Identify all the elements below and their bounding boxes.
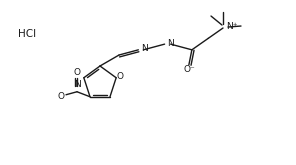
Text: N: N xyxy=(141,44,148,53)
Text: N: N xyxy=(168,39,174,48)
Text: O: O xyxy=(73,68,81,77)
Text: HCl: HCl xyxy=(18,29,36,39)
Text: N⁺: N⁺ xyxy=(226,21,237,31)
Text: O: O xyxy=(57,92,65,101)
Text: O: O xyxy=(117,72,124,81)
Text: O⁻: O⁻ xyxy=(184,65,196,74)
Text: N: N xyxy=(74,80,81,89)
